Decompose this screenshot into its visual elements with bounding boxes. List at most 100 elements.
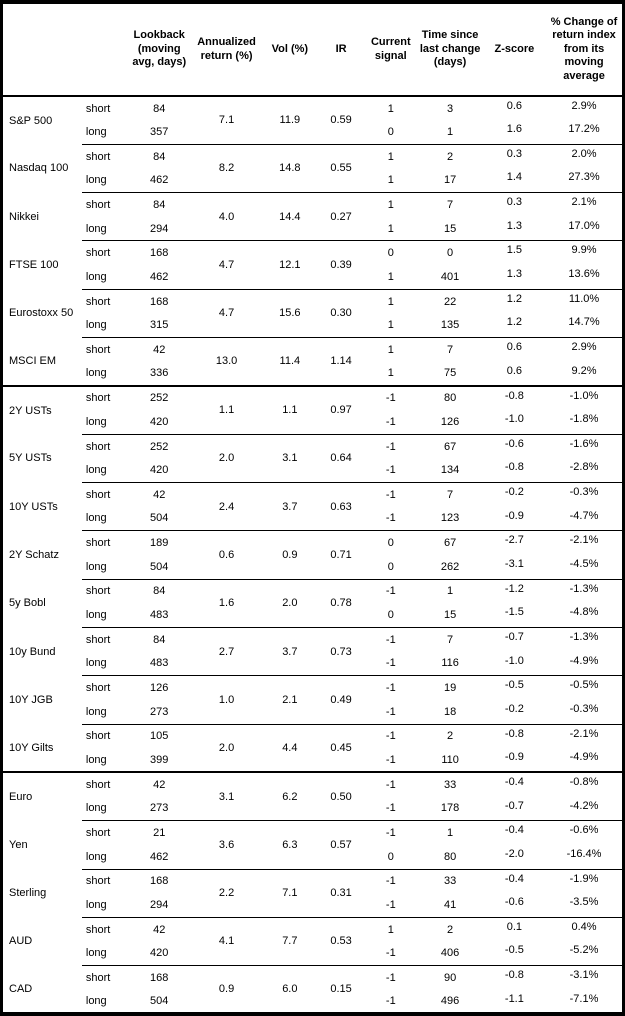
asset-name-10y-jgb: 10Y JGB <box>9 693 53 706</box>
leg-label: long <box>85 415 107 428</box>
cell-pct-change: -0.8% <box>546 771 624 797</box>
cell-current-signal: -1 <box>364 626 418 652</box>
leg-label: long <box>85 898 107 911</box>
cell-lookback: 105 <box>127 723 192 749</box>
cell-lookback: 462 <box>150 850 169 863</box>
row-10y-usts-long: long 504 -1 123 -0.9 -4.7% <box>2 507 624 531</box>
leg-label: long <box>85 319 107 332</box>
cell-vol: 11.4 <box>261 337 318 386</box>
leg-label: short <box>81 723 128 749</box>
cell-pct-change: -0.3% <box>569 702 599 715</box>
cell-time-since-change: 90 <box>417 965 483 990</box>
leg-label: short <box>85 102 111 115</box>
cell-current-signal: -1 <box>364 384 418 411</box>
row-2y-usts-long: long 420 -1 126 -1.0 -1.8% <box>2 410 624 434</box>
asset-name-10y-gilts: 10Y Gilts <box>9 741 54 754</box>
cell-vol: 3.7 <box>261 626 318 676</box>
cell-vol: 6.2 <box>261 771 318 821</box>
cell-pct-change: -0.3% <box>546 481 624 507</box>
row-ftse-100-long: long 462 1 401 1.3 13.6% <box>2 265 624 289</box>
cell-zscore: -0.6 <box>482 433 547 459</box>
leg-label: short <box>81 240 128 266</box>
cell-vol: 6.0 <box>261 965 318 1014</box>
row-s-p-500-short: S&P 500 short 84 7.1 11.9 0.59 1 3 0.6 2.9% <box>2 96 624 127</box>
cell-ir: 0.73 <box>317 626 365 676</box>
leg-label: short <box>81 288 128 314</box>
cell-time-since-change: 1 <box>417 820 483 845</box>
cell-time-since-change: 7 <box>417 192 483 217</box>
cell-ir: 0.78 <box>317 578 365 628</box>
cell-lookback: 189 <box>127 530 192 555</box>
leg-label: short <box>81 820 128 845</box>
cell-zscore: -0.4 <box>482 868 547 894</box>
cell-lookback: 462 <box>150 270 169 283</box>
cell-pct-change: -2.1% <box>546 530 624 555</box>
row-10y-bund-short: 10y Bund short 84 2.7 3.7 0.73 -1 7 -0.7 -1.3% <box>2 626 624 676</box>
cell-pct-change: -1.3% <box>546 626 624 652</box>
cell-lookback: 462 <box>150 174 169 187</box>
cell-pct-change: 17.2% <box>568 123 600 136</box>
cell-vol: 15.6 <box>261 288 318 338</box>
cell-ir: 0.97 <box>317 384 365 435</box>
cell-time-since-change: 75 <box>443 367 457 380</box>
cell-time-since-change: 2 <box>417 143 483 169</box>
asset-name-5y-usts: 5Y USTs <box>9 452 52 465</box>
row-5y-bobl-short: 5y Bobl short 84 1.6 2.0 0.78 -1 1 -1.2 -1.3% <box>2 578 624 628</box>
row-nasdaq-100-short: Nasdaq 100 short 84 8.2 14.8 0.55 1 2 0.3 2.0% <box>2 143 624 193</box>
cell-lookback: 126 <box>127 675 192 700</box>
cell-lookback: 504 <box>150 560 169 573</box>
cell-time-since-change: 67 <box>417 433 483 459</box>
row-5y-usts-long: long 420 -1 134 -0.8 -2.8% <box>2 458 624 482</box>
cell-current-signal: -1 <box>364 820 418 845</box>
leg-label: long <box>85 174 107 187</box>
cell-pct-change: -4.5% <box>569 557 599 570</box>
leg-label: long <box>85 464 107 477</box>
row-euro-long: long 273 -1 178 -0.7 -4.2% <box>2 797 624 821</box>
cell-zscore: -0.5 <box>504 944 524 957</box>
cell-current-signal: -1 <box>385 947 396 960</box>
header-lookback: Lookback (moving avg, days) <box>127 2 192 97</box>
cell-annualized-return: 0.9 <box>191 965 262 1014</box>
cell-ir: 0.45 <box>317 723 365 773</box>
row-sterling-long: long 294 -1 41 -0.6 -3.5% <box>2 893 624 917</box>
cell-zscore: -0.6 <box>504 896 524 909</box>
cell-time-since-change: 406 <box>440 947 460 960</box>
cell-pct-change: 9.2% <box>571 364 597 377</box>
cell-time-since-change: 123 <box>440 512 460 525</box>
leg-label: long <box>85 802 107 815</box>
cell-time-since-change: 496 <box>440 994 460 1007</box>
cell-lookback: 84 <box>127 143 192 169</box>
row-euro-short: Euro short 42 3.1 6.2 0.50 -1 33 -0.4 -0.8% <box>1 771 624 821</box>
header-leg <box>81 2 128 97</box>
cell-current-signal: 1 <box>364 192 418 217</box>
asset-name-10y-usts: 10Y USTs <box>9 500 58 513</box>
cell-pct-change: 2.9% <box>546 337 624 362</box>
cell-ir: 0.63 <box>317 481 365 531</box>
cell-annualized-return: 2.2 <box>191 868 262 918</box>
cell-current-signal: -1 <box>385 415 396 428</box>
cell-lookback: 252 <box>127 433 192 459</box>
cell-time-since-change: 134 <box>440 464 460 477</box>
cell-zscore: 1.3 <box>506 219 523 232</box>
cell-lookback: 84 <box>153 102 166 115</box>
cell-annualized-return: 2.0 <box>191 723 262 773</box>
asset-name-10y-bund: 10y Bund <box>9 645 56 658</box>
cell-ir: 0.27 <box>317 192 365 241</box>
cell-pct-change: -7.1% <box>569 992 599 1005</box>
cell-annualized-return: 8.2 <box>191 143 262 193</box>
cell-time-since-change: 33 <box>417 771 483 797</box>
cell-time-since-change: 15 <box>443 222 457 235</box>
cell-lookback: 504 <box>150 512 169 525</box>
cell-current-signal: -1 <box>385 657 396 670</box>
row-sterling-short: Sterling short 168 2.2 7.1 0.31 -1 33 -0.4 -1.9% <box>2 868 624 918</box>
leg-label: long <box>85 705 107 718</box>
cell-zscore: -0.2 <box>504 702 524 715</box>
cell-zscore: -0.9 <box>504 509 524 522</box>
row-aud-long: long 420 -1 406 -0.5 -5.2% <box>2 941 624 965</box>
cell-time-since-change: 7 <box>417 626 483 652</box>
row-nasdaq-100-long: long 462 1 17 1.4 27.3% <box>2 168 624 192</box>
cell-current-signal: 0 <box>387 125 394 138</box>
cell-zscore: -0.5 <box>482 675 547 700</box>
cell-zscore: -0.4 <box>482 820 547 845</box>
cell-time-since-change: 67 <box>417 530 483 555</box>
